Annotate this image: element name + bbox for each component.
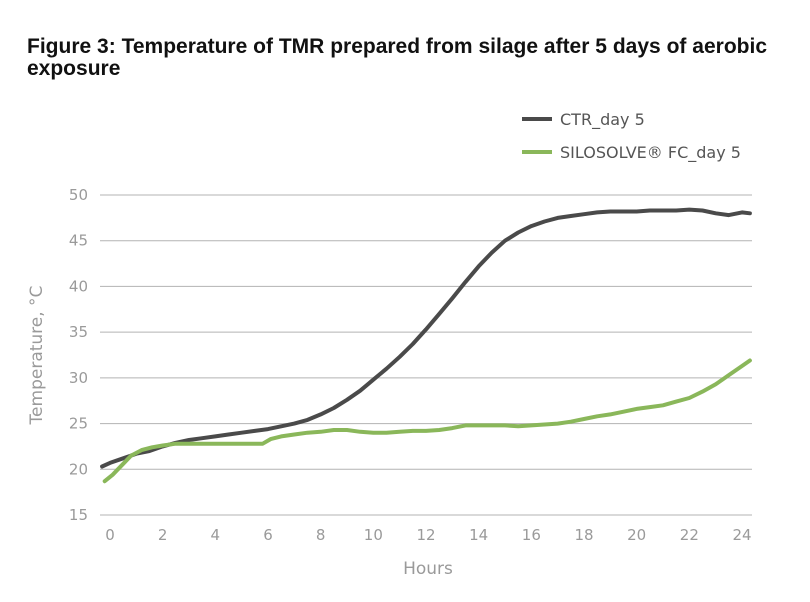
x-tick-label: 22	[680, 526, 699, 544]
y-tick-label: 40	[69, 277, 88, 295]
x-tick-label: 2	[158, 526, 168, 544]
x-tick-label: 8	[316, 526, 326, 544]
y-tick-label: 50	[69, 186, 88, 204]
y-tick-label: 20	[69, 460, 88, 478]
x-axis-ticks: 0 2 4 6 8 10 12 14 16 18 20 22 24	[105, 526, 751, 544]
legend-label: CTR_day 5	[560, 110, 645, 130]
x-tick-label: 6	[263, 526, 273, 544]
series-line-silosolve	[102, 358, 752, 484]
x-tick-label: 16	[522, 526, 541, 544]
y-axis-ticks: 15 20 25 30 35 40 45 50	[69, 186, 88, 524]
x-tick-label: 12	[416, 526, 435, 544]
y-axis-label: Temperature, °C	[27, 286, 47, 426]
x-axis-label: Hours	[403, 559, 453, 579]
x-tick-label: 0	[105, 526, 115, 544]
legend: CTR_day 5 SILOSOLVE® FC_day 5	[522, 110, 741, 163]
x-tick-label: 14	[469, 526, 488, 544]
x-tick-label: 18	[574, 526, 593, 544]
x-tick-label: 10	[364, 526, 383, 544]
series-lines	[100, 207, 752, 484]
series-line-ctr	[100, 207, 752, 469]
y-tick-label: 30	[69, 369, 88, 387]
legend-label: SILOSOLVE® FC_day 5	[560, 143, 741, 163]
x-tick-label: 24	[732, 526, 751, 544]
gridlines	[100, 194, 752, 516]
x-tick-label: 4	[211, 526, 221, 544]
chart-title: Figure 3: Temperature of TMR prepared fr…	[27, 35, 767, 80]
y-tick-label: 15	[69, 506, 88, 524]
y-tick-label: 45	[69, 232, 88, 250]
x-tick-label: 20	[627, 526, 646, 544]
y-tick-label: 25	[69, 415, 88, 433]
y-tick-label: 35	[69, 323, 88, 341]
